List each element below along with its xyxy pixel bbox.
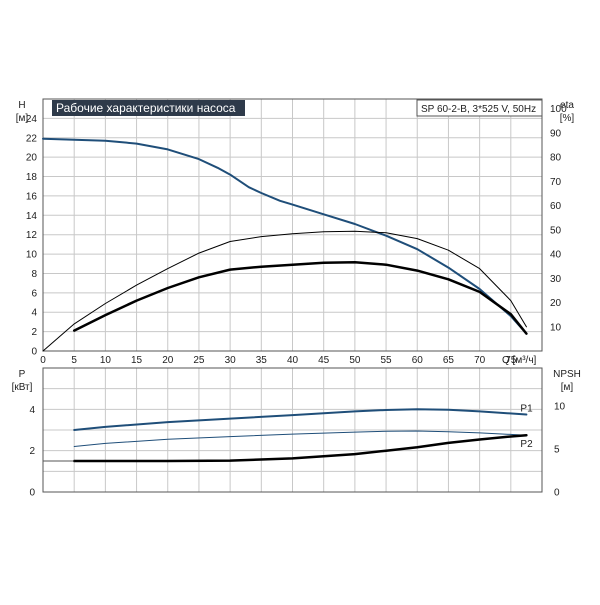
y-left-tick-label: 22 [26, 133, 38, 144]
y-right-tick-label: 50 [550, 225, 562, 236]
x-tick-label: 75 [505, 355, 517, 366]
top-plot-frame [42, 98, 543, 352]
y-left-tick-label: 20 [26, 153, 38, 164]
p-tick-label: 4 [29, 405, 35, 416]
info-box [416, 99, 543, 117]
y-left-tick-label: 6 [31, 288, 37, 299]
chart-subtitle: SP 60-2-B, 3*525 V, 50Hz [421, 104, 536, 115]
x-tick-label: 20 [162, 355, 174, 366]
npsh-axis-title: NPSH [553, 369, 581, 380]
series-label-p1: P1 [520, 404, 533, 415]
series-lines [42, 137, 528, 463]
x-tick-label: 30 [225, 355, 237, 366]
x-tick-label: 65 [443, 355, 455, 366]
x-tick-label: 5 [71, 355, 77, 366]
y-right-tick-label: 60 [550, 201, 562, 212]
y-left-tick-label: 24 [26, 114, 38, 125]
title-box [52, 100, 245, 116]
top-series-1 [42, 137, 528, 335]
plot-frames [42, 98, 543, 493]
bottom-series-3 [72, 433, 528, 463]
x-tick-label: 40 [287, 355, 299, 366]
y-left-tick-label: 12 [26, 230, 38, 241]
bottom-series-1 [73, 408, 528, 431]
y-right-tick-label: 30 [550, 274, 562, 285]
y-left-tick-label: 16 [26, 191, 38, 202]
x-tick-label: 45 [318, 355, 330, 366]
npsh-axis-unit: [м] [561, 382, 574, 393]
tick-labels: 0 5 10 15 20 25 30 35 40 45 50 55 60 65 70 750246810121… [26, 104, 567, 498]
y-left-tick-label: 14 [26, 211, 38, 222]
x-tick-label: 0 [40, 355, 46, 366]
p-axis-unit: [кВт] [12, 382, 33, 393]
npsh-tick-label: 0 [554, 488, 560, 499]
npsh-tick-label: 5 [554, 444, 560, 455]
y-right-tick-label: 70 [550, 177, 562, 188]
bottom-series-2 [73, 430, 527, 447]
x-tick-label: 25 [193, 355, 205, 366]
x-tick-label: 10 [100, 355, 112, 366]
y-left-tick-label: 0 [31, 347, 37, 358]
y-left-axis-title: H [18, 100, 25, 111]
y-right-tick-label: 80 [550, 153, 562, 164]
y-right-tick-label: 20 [550, 298, 562, 309]
p-tick-label: 2 [29, 446, 35, 457]
chart-labels: Рабочие характеристики насоса SP 60-2-B, … [12, 99, 581, 450]
x-tick-label: 60 [412, 355, 424, 366]
x-tick-label: 35 [256, 355, 268, 366]
x-tick-label: 55 [381, 355, 393, 366]
series-label-p2: P2 [520, 439, 533, 450]
y-left-tick-label: 4 [31, 308, 37, 319]
y-right-tick-label: 40 [550, 250, 562, 261]
x-tick-label: 70 [474, 355, 486, 366]
y-right-axis-title: eta [560, 100, 574, 111]
y-left-tick-label: 8 [31, 269, 37, 280]
npsh-tick-label: 10 [554, 401, 566, 412]
p-tick-label: 0 [29, 488, 35, 499]
y-right-tick-label: 90 [550, 128, 562, 139]
p-axis-title: P [19, 369, 26, 380]
y-right-tick-label: 10 [550, 322, 562, 333]
x-tick-label: 15 [131, 355, 143, 366]
x-tick-label: 50 [349, 355, 361, 366]
top-series-2 [42, 230, 527, 352]
chart-title: Рабочие характеристики насоса [56, 101, 236, 115]
y-left-axis-unit: [м] [16, 113, 29, 124]
y-left-tick-label: 10 [26, 250, 38, 261]
x-axis-title: Q [м³/ч] [502, 355, 537, 366]
bottom-plot-frame [42, 367, 543, 493]
y-left-tick-label: 2 [31, 327, 37, 338]
y-left-tick-label: 18 [26, 172, 38, 183]
y-right-axis-unit: [%] [560, 113, 575, 124]
grid-lines [43, 98, 542, 492]
y-right-tick-label: 100 [550, 104, 567, 115]
top-series-3 [72, 261, 528, 335]
